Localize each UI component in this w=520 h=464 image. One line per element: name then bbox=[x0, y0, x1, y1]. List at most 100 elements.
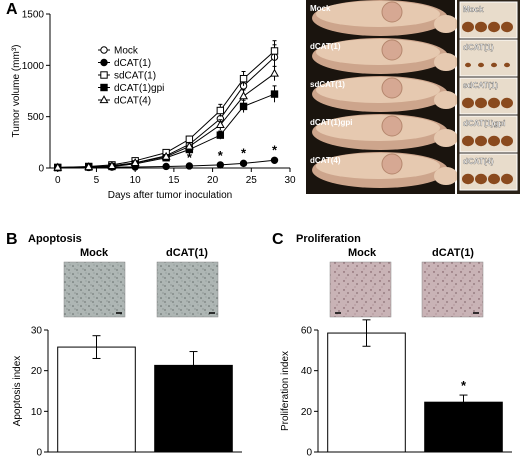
x-tick-label: 20 bbox=[207, 175, 219, 186]
data-point bbox=[216, 161, 225, 169]
y-axis-label: Tumor volume (mm³) bbox=[11, 45, 22, 138]
excised-tumor bbox=[462, 135, 474, 147]
mouse-head bbox=[434, 91, 458, 109]
mouse-label: dCAT(4) bbox=[310, 156, 341, 165]
tumor-photo: Mock dCAT(1) sdCAT(1) dCAT(1)gpi dCAT(4) bbox=[457, 0, 520, 194]
mouse bbox=[312, 0, 458, 36]
excised-tumor bbox=[465, 62, 471, 68]
data-point bbox=[185, 135, 194, 143]
tumor-tile: dCAT(4) bbox=[459, 153, 518, 191]
y-tick-label: 0 bbox=[38, 164, 44, 175]
excised-tumor bbox=[475, 21, 487, 33]
legend-label: Mock bbox=[114, 46, 139, 57]
x-tick-label: 5 bbox=[94, 175, 100, 186]
micro-b-label-mock: Mock bbox=[80, 247, 109, 259]
mouse-head bbox=[434, 167, 458, 185]
mouse-body-highlight bbox=[316, 39, 440, 65]
mouse-label: dCAT(1)gpi bbox=[310, 118, 353, 127]
significance-star: * bbox=[218, 148, 224, 163]
micro-c-label-mock: Mock bbox=[348, 247, 377, 259]
tumor-label: dCAT(1) bbox=[463, 43, 494, 52]
y-tick-label: 40 bbox=[301, 366, 313, 377]
mouse-body-highlight bbox=[316, 77, 440, 103]
legend-marker bbox=[100, 71, 108, 79]
excised-tumor bbox=[501, 97, 513, 109]
y-tick-label: 30 bbox=[31, 326, 43, 337]
mouse bbox=[312, 152, 458, 188]
mouse-body-highlight bbox=[316, 1, 440, 27]
mouse-tumor-bump bbox=[381, 77, 403, 99]
apoptosis-bar-chart: 0 10 20 30 Apoptosis index bbox=[12, 326, 242, 459]
significance-star: * bbox=[272, 143, 278, 158]
data-point bbox=[216, 131, 225, 139]
tumor-label: dCAT(4) bbox=[463, 157, 494, 166]
y-axis-label: Apoptosis index bbox=[12, 356, 23, 427]
y-tick-label: 0 bbox=[36, 448, 42, 459]
legend-label: dCAT(4) bbox=[114, 96, 151, 107]
y-tick-label: 20 bbox=[31, 366, 43, 377]
data-point bbox=[185, 162, 194, 170]
panel-b-title: Apoptosis bbox=[28, 233, 82, 245]
tumor-label: Mock bbox=[463, 5, 484, 14]
tumor-tile: dCAT(1)gpi bbox=[459, 115, 518, 153]
panel-b-letter: B bbox=[6, 231, 18, 248]
panel-a-letter: A bbox=[6, 1, 18, 18]
data-point bbox=[270, 90, 279, 98]
y-tick-label: 20 bbox=[301, 407, 313, 418]
tumor-tile: dCAT(1) bbox=[459, 39, 518, 77]
legend-label: dCAT(1) bbox=[114, 58, 151, 69]
significance-star: * bbox=[187, 150, 193, 165]
micro-c-dcat1 bbox=[421, 261, 484, 318]
proliferation-bar-chart: 0 20 40 60 Proliferation index * bbox=[280, 319, 512, 459]
excised-tumor bbox=[488, 135, 500, 147]
significance-star: * bbox=[461, 378, 467, 393]
bar bbox=[57, 346, 136, 453]
x-tick-label: 30 bbox=[284, 175, 296, 186]
excised-tumor bbox=[462, 21, 474, 33]
legend-label: sdCAT(1) bbox=[114, 71, 156, 82]
x-tick-label: 10 bbox=[130, 175, 142, 186]
y-axis-label: Proliferation index bbox=[280, 351, 291, 431]
bar bbox=[424, 401, 503, 453]
mouse-body-highlight bbox=[316, 115, 440, 141]
y-tick-label: 1000 bbox=[22, 61, 45, 72]
data-point bbox=[215, 120, 225, 128]
data-point bbox=[130, 158, 140, 166]
data-point bbox=[239, 74, 248, 83]
y-tick-label: 0 bbox=[306, 448, 312, 459]
tumor-volume-chart: 0 500 1000 1500 0 5 10 15 20 25 30 Days after tumor… bbox=[11, 10, 296, 202]
data-point bbox=[216, 106, 225, 115]
mouse-photo-labels: Mock dCAT(1) sdCAT(1) dCAT(1)gpi dCAT(4) bbox=[310, 4, 353, 165]
data-point bbox=[161, 151, 171, 160]
micro-b-dcat1 bbox=[156, 261, 219, 318]
y-tick-label: 60 bbox=[301, 326, 313, 337]
excised-tumor bbox=[475, 173, 487, 185]
data-point bbox=[239, 91, 249, 100]
tumor-label: dCAT(1)gpi bbox=[463, 119, 506, 128]
mouse-photo: Mock dCAT(1) sdCAT(1) dCAT(1)gpi dCAT(4) bbox=[306, 0, 458, 194]
tumor-label: sdCAT(1) bbox=[463, 81, 498, 90]
mouse-label: dCAT(1) bbox=[310, 42, 341, 51]
legend-marker bbox=[100, 46, 108, 54]
data-point bbox=[84, 162, 94, 171]
excised-tumor bbox=[488, 173, 500, 185]
mouse-label: Mock bbox=[310, 4, 331, 13]
x-tick-label: 15 bbox=[168, 175, 180, 186]
excised-tumor bbox=[488, 97, 500, 109]
mouse-head bbox=[434, 129, 458, 147]
bar bbox=[327, 332, 406, 453]
mouse-tumor-bump bbox=[381, 39, 403, 61]
x-tick-label: 25 bbox=[246, 175, 258, 186]
data-point bbox=[162, 162, 170, 171]
y-tick-label: 500 bbox=[27, 112, 44, 123]
mouse-head bbox=[434, 53, 458, 71]
legend-marker bbox=[100, 58, 108, 67]
micro-c-label-dcat1: dCAT(1) bbox=[432, 247, 474, 259]
micro-c-mock bbox=[329, 261, 392, 318]
mouse-tumor-bump bbox=[381, 1, 403, 23]
tumor-tile-bg bbox=[459, 39, 518, 77]
excised-tumor bbox=[501, 173, 513, 185]
legend-marker bbox=[99, 95, 109, 104]
data-point bbox=[184, 141, 194, 150]
bar bbox=[154, 364, 233, 453]
